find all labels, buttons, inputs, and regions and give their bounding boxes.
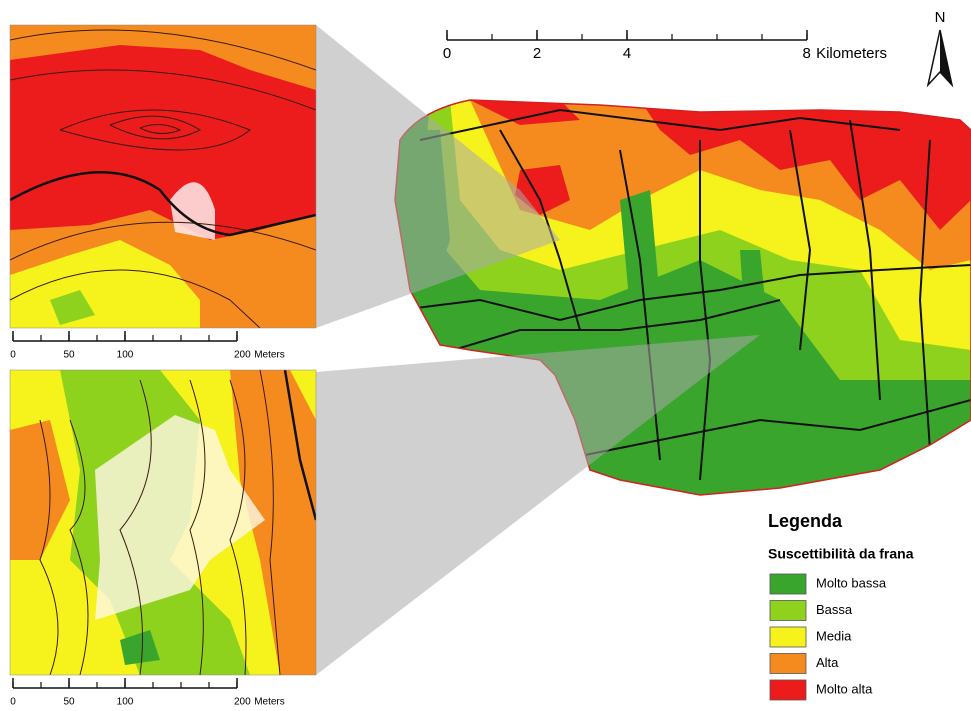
scale-label: 100 [117,697,134,708]
legend: Molto bassa Bassa Media Alta Molto alta [770,574,887,700]
scale-label: 2 [533,45,541,62]
scale-label: 50 [63,350,75,361]
legend-title: Legenda [768,511,843,531]
scale-label: 200 [234,697,251,708]
scale-label: 0 [443,45,451,62]
scale-unit: Kilometers [816,45,887,62]
scale-label: 0 [10,697,16,708]
map-figure: N Legenda Suscettibilità da frana Molto … [0,0,971,711]
scale-label: 200 [234,350,251,361]
scale-label: 0 [10,350,16,361]
scale-unit: Meters [254,697,285,708]
north-label: N [935,9,946,26]
inset-top [10,25,316,328]
legend-swatch [770,574,806,594]
scale-label: 50 [63,697,75,708]
legend-swatch [770,627,806,647]
scale-label: 8 [803,45,811,62]
inset-bottom [10,370,316,675]
map-canvas: N Legenda Suscettibilità da frana Molto … [0,0,971,711]
legend-label: Alta [816,655,839,670]
scale-unit: Meters [254,350,285,361]
scale-label: 100 [117,350,134,361]
scale-label: 4 [623,45,631,62]
legend-label: Molto bassa [816,575,887,590]
legend-swatch [770,680,806,700]
legend-subtitle: Suscettibilità da frana [768,546,914,562]
legend-swatch [770,601,806,621]
legend-label: Media [816,628,852,643]
legend-label: Bassa [816,602,853,617]
legend-swatch [770,654,806,674]
legend-label: Molto alta [816,681,873,696]
